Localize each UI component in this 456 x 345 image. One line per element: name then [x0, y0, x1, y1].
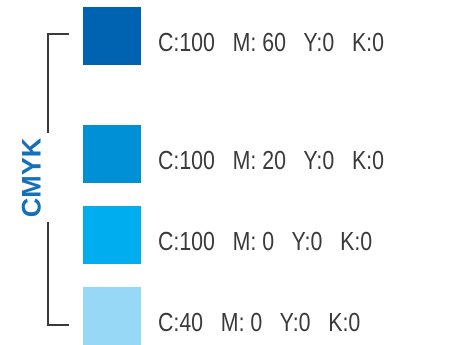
bracket-vertical-upper	[47, 33, 49, 133]
bracket-bottom-tick	[47, 324, 69, 326]
swatch-label-c100-m0: C:100 M: 0 Y:0 K:0	[158, 226, 373, 256]
swatch-label-c40-m0: C:40 M: 0 Y:0 K:0	[158, 307, 361, 337]
swatch-c100-m0	[83, 206, 141, 264]
cmyk-heading-text: CMYK	[16, 137, 47, 217]
swatch-c100-m20	[83, 125, 141, 183]
swatch-c40-m0	[83, 287, 141, 345]
bracket-top-tick	[47, 33, 69, 35]
cmyk-heading: CMYK	[4, 137, 60, 217]
bracket-vertical-lower	[47, 222, 49, 326]
swatch-label-c100-m60: C:100 M: 60 Y:0 K:0	[158, 27, 384, 57]
swatch-c100-m60	[83, 7, 141, 65]
swatch-label-c100-m20: C:100 M: 20 Y:0 K:0	[158, 145, 384, 175]
